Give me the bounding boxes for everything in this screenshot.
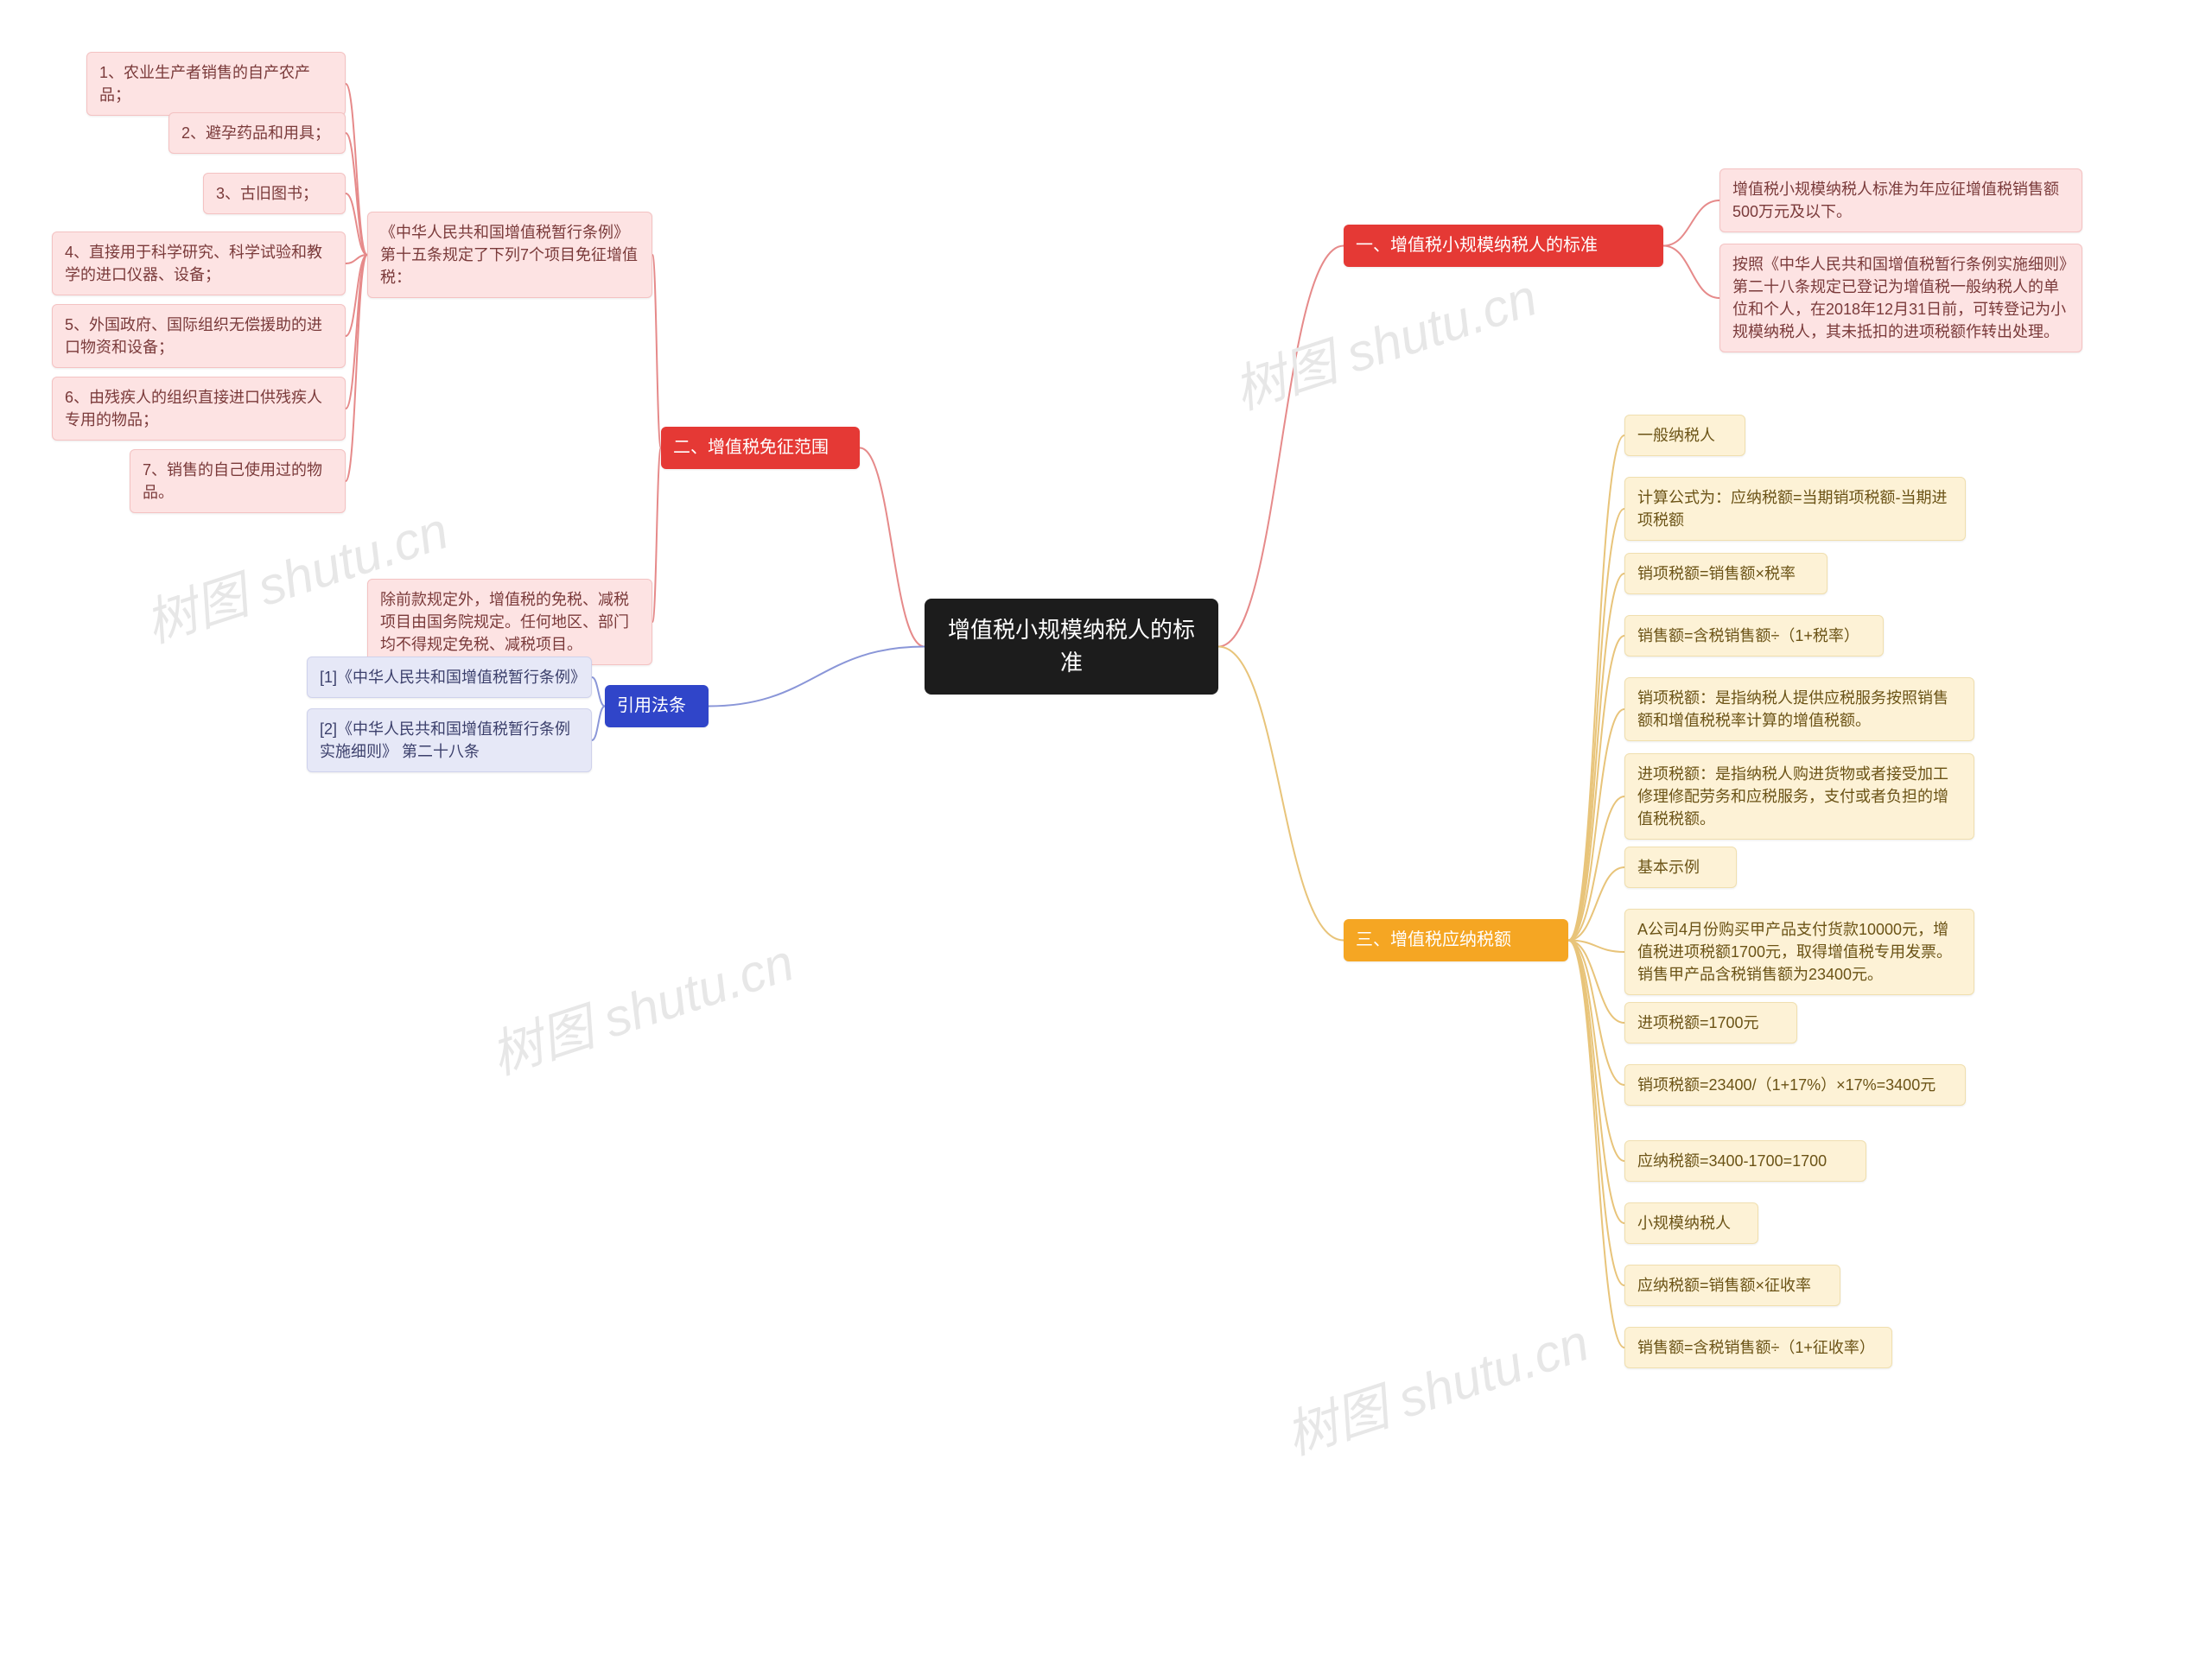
leaf-b2-1[interactable]: 1、农业生产者销售的自产农产品；: [86, 52, 346, 116]
leaf-b1-1[interactable]: 增值税小规模纳税人标准为年应征增值税销售额500万元及以下。: [1719, 168, 2082, 232]
leaf-b3-8[interactable]: A公司4月份购买甲产品支付货款10000元，增值税进项税额1700元，取得增值税…: [1624, 909, 1974, 995]
leaf-ref-1[interactable]: [1]《中华人民共和国增值税暂行条例》: [307, 657, 592, 698]
leaf-b3-7[interactable]: 基本示例: [1624, 847, 1737, 888]
leaf-b2-6[interactable]: 6、由残疾人的组织直接进口供残疾人专用的物品；: [52, 377, 346, 441]
leaf-b2-5[interactable]: 5、外国政府、国际组织无偿援助的进口物资和设备；: [52, 304, 346, 368]
branch-3[interactable]: 三、增值税应纳税额: [1344, 919, 1568, 961]
leaf-b3-14[interactable]: 销售额=含税销售额÷（1+征收率）: [1624, 1327, 1892, 1368]
watermark: 树图 shutu.cn: [1274, 1301, 1597, 1469]
mindmap-canvas: 树图 shutu.cn 树图 shutu.cn 树图 shutu.cn 树图 s…: [0, 0, 2212, 1662]
leaf-b3-3[interactable]: 销项税额=销售额×税率: [1624, 553, 1827, 594]
leaf-b3-5[interactable]: 销项税额：是指纳税人提供应税服务按照销售额和增值税税率计算的增值税额。: [1624, 677, 1974, 741]
root-node[interactable]: 增值税小规模纳税人的标准: [925, 599, 1218, 695]
leaf-b3-1[interactable]: 一般纳税人: [1624, 415, 1745, 456]
leaf-b2-8[interactable]: 除前款规定外，增值税的免税、减税项目由国务院规定。任何地区、部门均不得规定免税、…: [367, 579, 652, 665]
leaf-b3-13[interactable]: 应纳税额=销售额×征收率: [1624, 1265, 1840, 1306]
watermark: 树图 shutu.cn: [480, 921, 802, 1089]
leaf-b3-10[interactable]: 销项税额=23400/（1+17%）×17%=3400元: [1624, 1064, 1966, 1106]
leaf-b3-6[interactable]: 进项税额：是指纳税人购进货物或者接受加工修理修配劳务和应税服务，支付或者负担的增…: [1624, 753, 1974, 840]
leaf-b2-3[interactable]: 3、古旧图书；: [203, 173, 346, 214]
leaf-b3-12[interactable]: 小规模纳税人: [1624, 1202, 1758, 1244]
leaf-b3-11[interactable]: 应纳税额=3400-1700=1700: [1624, 1140, 1866, 1182]
leaf-b2-2[interactable]: 2、避孕药品和用具；: [168, 112, 346, 154]
leaf-b2-4[interactable]: 4、直接用于科学研究、科学试验和教学的进口仪器、设备；: [52, 232, 346, 295]
leaf-b1-2[interactable]: 按照《中华人民共和国增值税暂行条例实施细则》第二十八条规定已登记为增值税一般纳税…: [1719, 244, 2082, 352]
branch-1[interactable]: 一、增值税小规模纳税人的标准: [1344, 225, 1663, 267]
leaf-b2-head[interactable]: 《中华人民共和国增值税暂行条例》第十五条规定了下列7个项目免征增值税：: [367, 212, 652, 298]
leaf-b3-4[interactable]: 销售额=含税销售额÷（1+税率）: [1624, 615, 1884, 657]
leaf-ref-2[interactable]: [2]《中华人民共和国增值税暂行条例实施细则》 第二十八条: [307, 708, 592, 772]
leaf-b3-2[interactable]: 计算公式为：应纳税额=当期销项税额-当期进项税额: [1624, 477, 1966, 541]
branch-ref[interactable]: 引用法条: [605, 685, 709, 727]
leaf-b3-9[interactable]: 进项税额=1700元: [1624, 1002, 1797, 1044]
leaf-b2-7[interactable]: 7、销售的自己使用过的物品。: [130, 449, 346, 513]
branch-2[interactable]: 二、增值税免征范围: [661, 427, 860, 469]
watermark: 树图 shutu.cn: [1223, 256, 1545, 424]
